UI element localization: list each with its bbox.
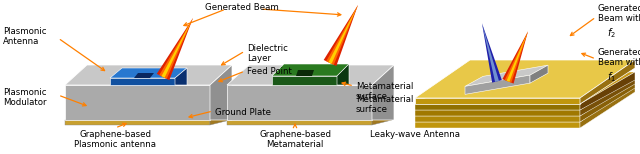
Text: Layer: Layer bbox=[247, 54, 271, 63]
Polygon shape bbox=[415, 104, 580, 110]
Polygon shape bbox=[415, 122, 580, 128]
Polygon shape bbox=[134, 73, 154, 78]
Polygon shape bbox=[415, 80, 635, 116]
Polygon shape bbox=[505, 31, 528, 83]
Polygon shape bbox=[415, 60, 635, 98]
Text: Graphene-based: Graphene-based bbox=[259, 130, 331, 139]
Polygon shape bbox=[110, 68, 187, 78]
Polygon shape bbox=[482, 23, 499, 82]
Polygon shape bbox=[372, 115, 392, 125]
Polygon shape bbox=[502, 31, 528, 84]
Polygon shape bbox=[580, 76, 635, 116]
Text: Beam with: Beam with bbox=[598, 58, 640, 67]
Polygon shape bbox=[227, 120, 372, 125]
Polygon shape bbox=[326, 5, 358, 65]
Text: Plasmonic: Plasmonic bbox=[3, 88, 47, 97]
Text: Modulator: Modulator bbox=[3, 98, 47, 107]
Polygon shape bbox=[482, 23, 502, 83]
Polygon shape bbox=[272, 64, 349, 76]
Polygon shape bbox=[159, 18, 193, 79]
Polygon shape bbox=[65, 120, 210, 125]
Polygon shape bbox=[328, 5, 358, 64]
Text: Antenna: Antenna bbox=[3, 37, 40, 46]
Polygon shape bbox=[415, 98, 580, 104]
Polygon shape bbox=[580, 60, 635, 104]
Polygon shape bbox=[65, 65, 232, 85]
Polygon shape bbox=[337, 64, 349, 85]
Polygon shape bbox=[415, 72, 635, 104]
Polygon shape bbox=[580, 72, 635, 110]
Text: Metamaterial: Metamaterial bbox=[356, 95, 413, 104]
Text: Metamaterial: Metamaterial bbox=[266, 140, 324, 149]
Polygon shape bbox=[415, 84, 635, 122]
Polygon shape bbox=[415, 76, 635, 110]
Polygon shape bbox=[530, 65, 548, 83]
Polygon shape bbox=[580, 84, 635, 128]
Text: Feed Point: Feed Point bbox=[247, 67, 292, 76]
Text: $f_1$: $f_1$ bbox=[607, 70, 616, 84]
Polygon shape bbox=[161, 18, 193, 78]
Text: Plasmonic antenna: Plasmonic antenna bbox=[74, 140, 156, 149]
Text: Metamaterial: Metamaterial bbox=[356, 82, 413, 91]
Text: Generated: Generated bbox=[598, 48, 640, 57]
Text: surface: surface bbox=[356, 92, 388, 101]
Text: surface: surface bbox=[356, 105, 388, 114]
Polygon shape bbox=[324, 5, 358, 66]
Text: Dielectric: Dielectric bbox=[247, 44, 288, 53]
Text: Generated Beam: Generated Beam bbox=[205, 3, 279, 12]
Polygon shape bbox=[465, 75, 530, 94]
Text: Plasmonic: Plasmonic bbox=[3, 27, 47, 36]
Text: Ground Plate: Ground Plate bbox=[215, 108, 271, 117]
Text: Generated: Generated bbox=[598, 4, 640, 13]
Polygon shape bbox=[65, 85, 210, 120]
Polygon shape bbox=[580, 80, 635, 122]
Polygon shape bbox=[465, 65, 548, 86]
Polygon shape bbox=[227, 115, 392, 120]
Text: Graphene-based: Graphene-based bbox=[79, 130, 151, 139]
Text: $f_2$: $f_2$ bbox=[607, 26, 616, 40]
Polygon shape bbox=[227, 65, 394, 85]
Polygon shape bbox=[210, 65, 232, 120]
Polygon shape bbox=[372, 65, 394, 120]
Polygon shape bbox=[175, 68, 187, 85]
Polygon shape bbox=[507, 31, 528, 82]
Text: Beam with: Beam with bbox=[598, 14, 640, 23]
Polygon shape bbox=[272, 76, 337, 85]
Polygon shape bbox=[110, 78, 175, 85]
Polygon shape bbox=[227, 85, 372, 120]
Polygon shape bbox=[415, 116, 580, 122]
Text: Leaky-wave Antenna: Leaky-wave Antenna bbox=[370, 130, 460, 139]
Polygon shape bbox=[296, 70, 314, 76]
Polygon shape bbox=[157, 18, 193, 80]
Polygon shape bbox=[210, 115, 230, 125]
Polygon shape bbox=[65, 115, 230, 120]
Polygon shape bbox=[415, 110, 580, 116]
